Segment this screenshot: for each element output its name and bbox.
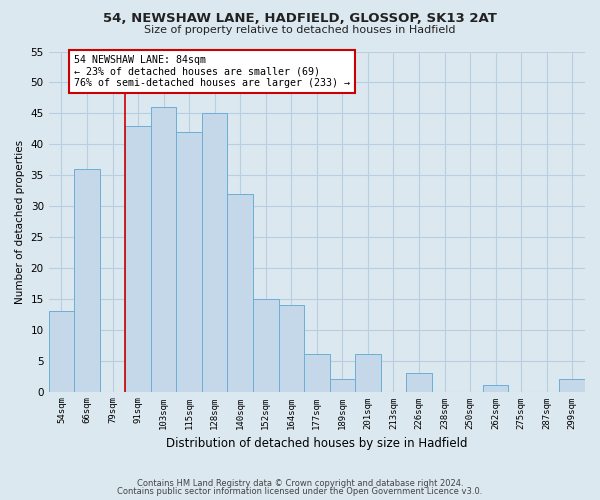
Bar	[202, 114, 227, 392]
Text: Contains public sector information licensed under the Open Government Licence v3: Contains public sector information licen…	[118, 487, 482, 496]
Bar	[176, 132, 202, 392]
Bar	[151, 107, 176, 392]
Bar	[227, 194, 253, 392]
Text: 54 NEWSHAW LANE: 84sqm
← 23% of detached houses are smaller (69)
76% of semi-det: 54 NEWSHAW LANE: 84sqm ← 23% of detached…	[74, 54, 350, 88]
Bar	[355, 354, 380, 392]
Bar	[49, 311, 74, 392]
Bar	[253, 299, 278, 392]
Bar	[74, 169, 100, 392]
Bar	[304, 354, 329, 392]
Y-axis label: Number of detached properties: Number of detached properties	[15, 140, 25, 304]
Bar	[559, 379, 585, 392]
X-axis label: Distribution of detached houses by size in Hadfield: Distribution of detached houses by size …	[166, 437, 467, 450]
Bar	[406, 373, 432, 392]
Bar	[483, 386, 508, 392]
Bar	[329, 379, 355, 392]
Text: 54, NEWSHAW LANE, HADFIELD, GLOSSOP, SK13 2AT: 54, NEWSHAW LANE, HADFIELD, GLOSSOP, SK1…	[103, 12, 497, 26]
Bar	[278, 305, 304, 392]
Bar	[125, 126, 151, 392]
Text: Size of property relative to detached houses in Hadfield: Size of property relative to detached ho…	[144, 25, 456, 35]
Text: Contains HM Land Registry data © Crown copyright and database right 2024.: Contains HM Land Registry data © Crown c…	[137, 478, 463, 488]
